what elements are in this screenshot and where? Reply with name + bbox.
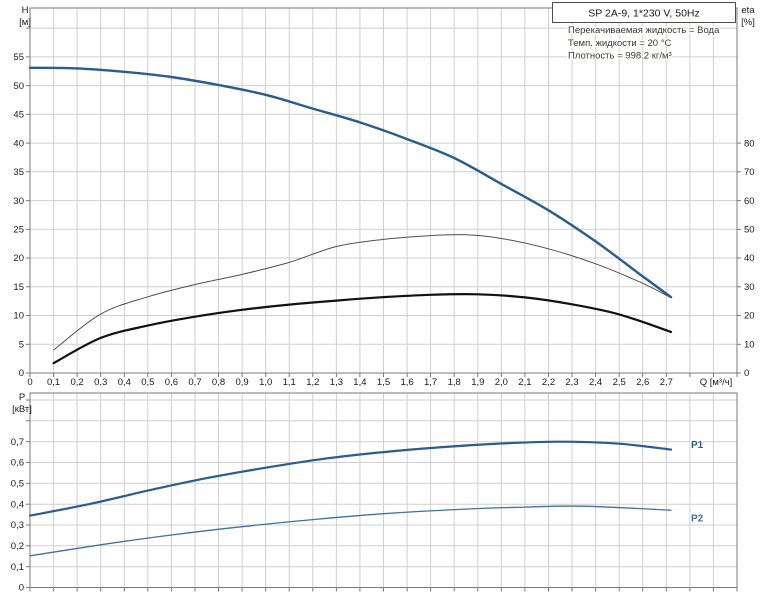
h-axis-unit: [м] — [19, 17, 31, 28]
series-eta-total — [52, 292, 673, 365]
x-tick-label: 0,5 — [141, 377, 154, 388]
y-left-tick-label: 30 — [13, 196, 24, 207]
x-tick-label: 1,0 — [259, 377, 272, 388]
pump-title-box: SP 2A-9, 1*230 V, 50Hz — [552, 2, 736, 23]
y-left-tick-label: 10 — [13, 311, 24, 322]
axes — [26, 392, 738, 592]
x-tick-label: 2,1 — [518, 377, 531, 388]
series-P1 — [28, 440, 673, 517]
y-left-tick-label: 0,5 — [11, 479, 24, 490]
x-tick-label: 2,7 — [660, 377, 673, 388]
x-tick-label: 1,4 — [353, 377, 366, 388]
y-left-tick-label: 40 — [13, 138, 24, 149]
info-density: Плотность = 998.2 кг/м³ — [568, 51, 672, 62]
series-H — [28, 66, 673, 299]
pump-title: SP 2A-9, 1*230 V, 50Hz — [588, 8, 700, 20]
y-left-tick-label: 0,4 — [11, 499, 24, 510]
x-tick-label: 1,3 — [330, 377, 343, 388]
tick-labels: 0 0,1 0,2 0,3 0,4 0,5 0,6 0,7 0,8 0,9 1,0 1,1 1,2 1,3… — [13, 52, 754, 388]
y-left-tick-label: 0,1 — [11, 562, 24, 573]
y-left-tick-label: 55 — [13, 52, 24, 63]
y-right-tick-label: 40 — [744, 253, 755, 264]
x-tick-label: 2,2 — [542, 377, 555, 388]
x-tick-label: 0,8 — [212, 377, 225, 388]
y-left-tick-label: 20 — [13, 253, 24, 264]
y-left-tick-label: 0 — [19, 583, 24, 594]
x-tick-label: 0,2 — [70, 377, 83, 388]
x-tick-label: 0,4 — [118, 377, 131, 388]
y-left-tick-label: 35 — [13, 167, 24, 178]
x-tick-label: 1,8 — [448, 377, 461, 388]
x-tick-label: 0,7 — [188, 377, 201, 388]
grid — [30, 393, 737, 588]
y-right-tick-label: 70 — [744, 167, 755, 178]
x-tick-label: 1,5 — [377, 377, 390, 388]
y-left-tick-label: 0,7 — [11, 437, 24, 448]
x-tick-label: 1,2 — [306, 377, 319, 388]
x-tick-label: 0,6 — [165, 377, 178, 388]
y-left-tick-label: 15 — [13, 282, 24, 293]
x-tick-label: 1,7 — [424, 377, 437, 388]
p-axis-name: P — [19, 392, 25, 403]
grid — [30, 8, 737, 373]
x-tick-label: 2,5 — [613, 377, 626, 388]
x-tick-label: 1,9 — [471, 377, 484, 388]
x-tick-label: 1,1 — [283, 377, 296, 388]
y-right-tick-label: 50 — [744, 225, 755, 236]
y-right-tick-label: 60 — [744, 196, 755, 207]
y-left-tick-label: 45 — [13, 110, 24, 121]
y-right-tick-label: 20 — [744, 311, 755, 322]
q-axis-label: Q [м³/ч] — [700, 377, 733, 388]
x-tick-label: 2,3 — [565, 377, 578, 388]
x-tick-label: 2,4 — [589, 377, 602, 388]
series-P2 — [29, 505, 672, 557]
x-tick-label: 0,3 — [94, 377, 107, 388]
tick-labels: 0 0,1 0,2 0,3 0,4 0,5 0,6 0,7 — [11, 437, 24, 594]
x-tick-label: 0,1 — [47, 377, 60, 388]
x-tick-label: 2,0 — [495, 377, 508, 388]
series-label-P2: P2 — [691, 514, 704, 525]
p-axis-unit: [кВт] — [12, 404, 32, 415]
power-plot: 0 0,1 0,2 0,3 0,4 0,5 0,6 0,7 P1 P2 — [11, 392, 738, 594]
axes — [26, 7, 741, 377]
y-right-tick-label: 80 — [744, 138, 755, 149]
y-left-tick-label: 5 — [19, 340, 24, 351]
x-tick-label: 0,9 — [235, 377, 248, 388]
h-axis-name: H — [22, 5, 29, 16]
y-right-tick-label: 10 — [744, 340, 755, 351]
x-tick-label: 2,6 — [636, 377, 649, 388]
y-left-tick-label: 25 — [13, 225, 24, 236]
liquid-info-block: Перекачиваемая жидкость = Вода Темп. жид… — [567, 24, 722, 64]
y-left-tick-label: 0 — [19, 368, 24, 379]
x-tick-label: 0 — [27, 377, 32, 388]
eta-axis-unit: [%] — [741, 17, 755, 28]
x-tick-label: 1,6 — [400, 377, 413, 388]
info-temperature: Темп. жидкости = 20 °C — [568, 38, 671, 49]
eta-axis-name: eta — [741, 5, 755, 16]
y-right-tick-label: 0 — [744, 368, 749, 379]
head-efficiency-plot: 0 0,1 0,2 0,3 0,4 0,5 0,6 0,7 0,8 0,9 1,0 1,1 1,2 1,3… — [13, 7, 755, 388]
y-left-tick-label: 0,6 — [11, 458, 24, 469]
series-label-P1: P1 — [691, 440, 704, 451]
y-right-tick-label: 30 — [744, 282, 755, 293]
info-liquid: Перекачиваемая жидкость = Вода — [568, 25, 720, 36]
series-eta — [53, 234, 672, 351]
y-left-tick-label: 0,2 — [11, 541, 24, 552]
y-left-tick-label: 50 — [13, 81, 24, 92]
pump-title-box-frame — [552, 2, 736, 23]
y-left-tick-label: 0,3 — [11, 520, 24, 531]
